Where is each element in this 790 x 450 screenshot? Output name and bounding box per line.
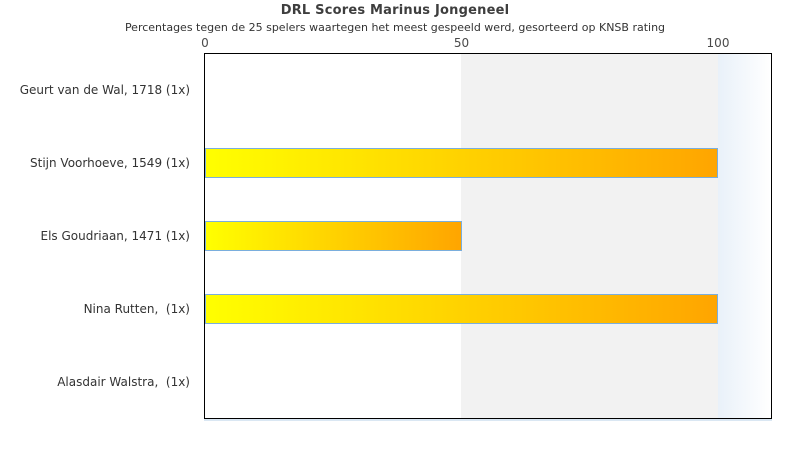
category-label: Nina Rutten, (1x) (83, 302, 190, 317)
bar-row (205, 54, 771, 127)
plot-area: 0 50 100 (201, 36, 772, 419)
bar-row (205, 127, 771, 200)
x-tick-label: 0 (201, 36, 209, 50)
bar-row (205, 200, 771, 273)
bar (205, 220, 462, 251)
bar-rows (205, 54, 771, 418)
category-label: Els Goudriaan, 1471 (1x) (40, 228, 190, 243)
chart-body: Geurt van de Wal, 1718 (1x) Stijn Voorhoe… (0, 36, 772, 419)
chart-title: DRL Scores Marinus Jongeneel (280, 3, 510, 18)
chart-subtitle: Percentages tegen de 25 spelers waartege… (124, 21, 666, 34)
bar (205, 148, 718, 179)
category-label: Stijn Voorhoeve, 1549 (1x) (30, 155, 190, 170)
bar-row (205, 345, 771, 418)
category-label: Alasdair Walstra, (1x) (57, 375, 190, 390)
x-tick-label: 100 (706, 36, 730, 50)
bar (205, 293, 718, 324)
category-label: Geurt van de Wal, 1718 (1x) (19, 82, 190, 97)
bar-row (205, 272, 771, 345)
band-50-100 (461, 54, 718, 418)
x-tick-label: 50 (453, 36, 470, 50)
band-over-100 (718, 54, 771, 418)
category-label-column: Geurt van de Wal, 1718 (1x) Stijn Voorhoe… (0, 53, 204, 419)
